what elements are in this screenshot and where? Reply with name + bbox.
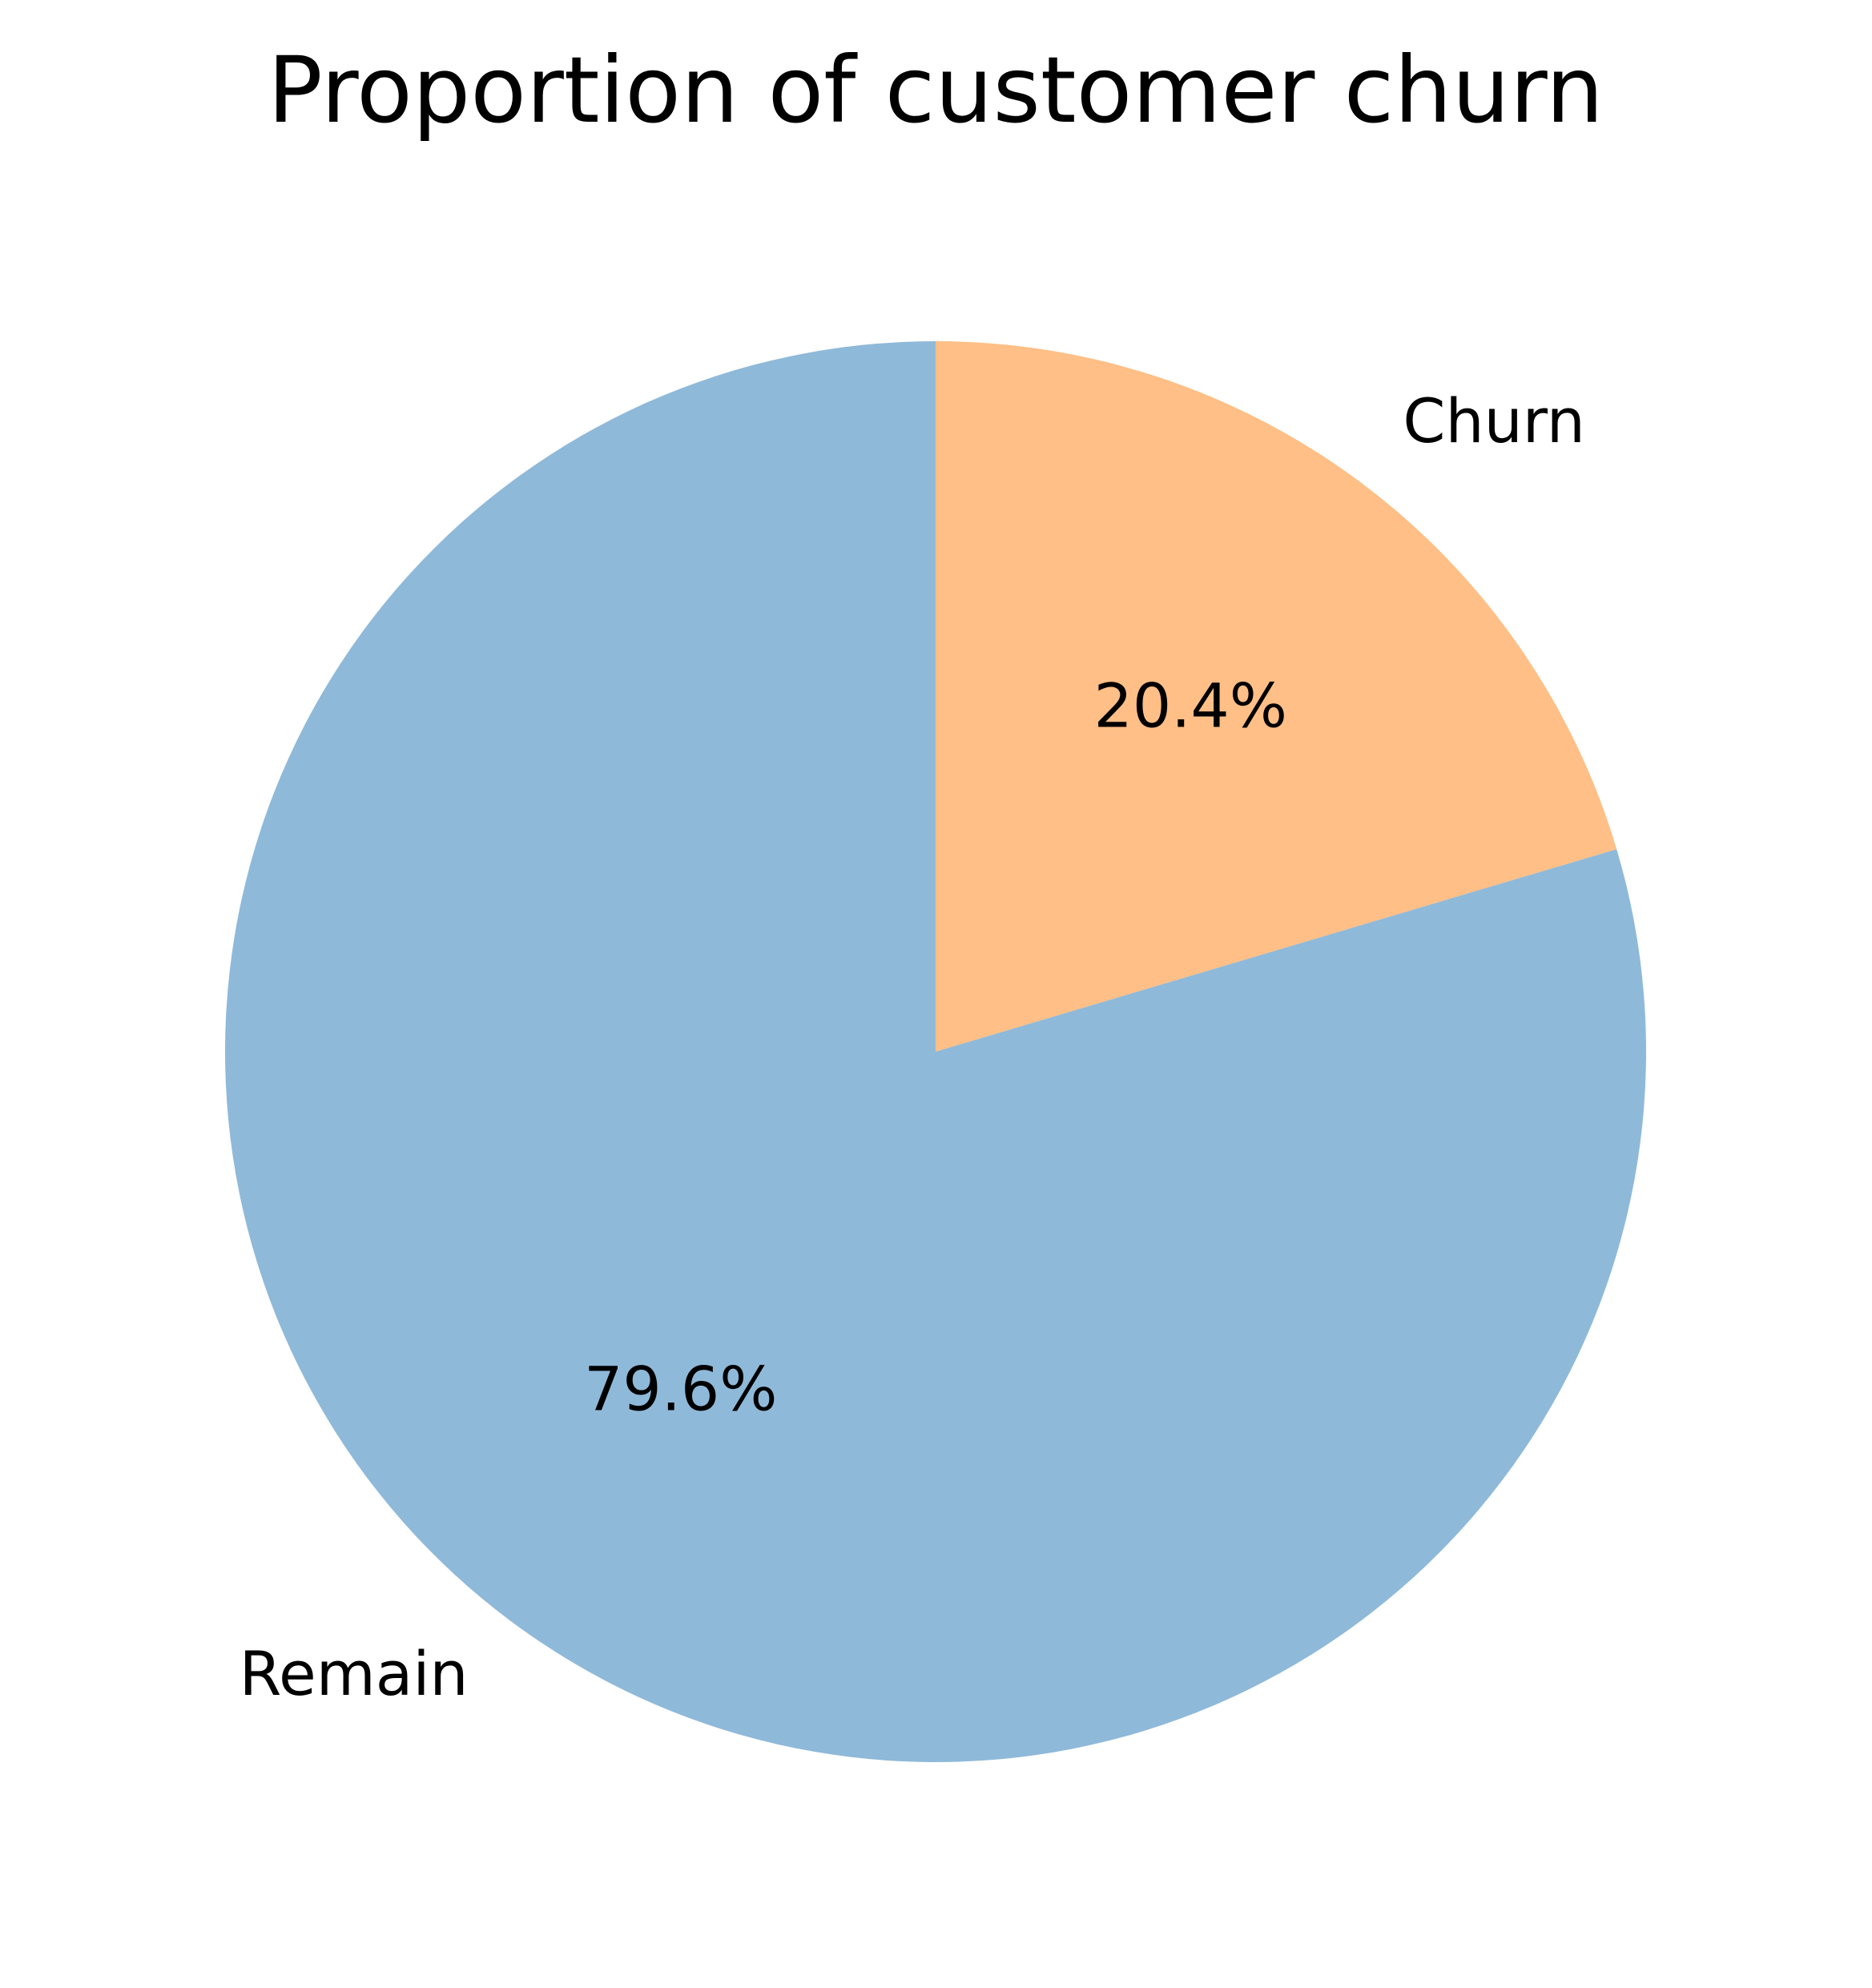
chart-title: Proportion of customer churn bbox=[268, 37, 1604, 143]
pie-labels: Churn 20.4% Remain 79.6% bbox=[240, 385, 1585, 1709]
slice-percent-churn: 20.4% bbox=[1093, 670, 1286, 741]
slice-label-remain: Remain bbox=[240, 1638, 469, 1709]
slice-label-churn: Churn bbox=[1403, 385, 1584, 457]
pie-slices bbox=[224, 341, 1647, 1762]
pie-slice-churn bbox=[936, 341, 1617, 1052]
pie-slice-remain bbox=[224, 341, 1647, 1762]
slice-percent-remain: 79.6% bbox=[584, 1354, 777, 1425]
